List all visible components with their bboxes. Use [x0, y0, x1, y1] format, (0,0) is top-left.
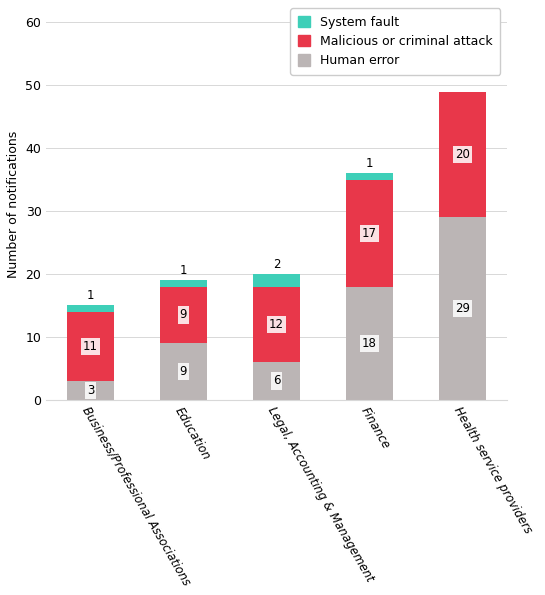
Bar: [439, 217, 486, 400]
Bar: [439, 92, 486, 217]
Bar: [253, 287, 300, 362]
Bar: [346, 173, 392, 180]
Text: 1: 1: [87, 289, 94, 302]
Bar: [160, 280, 207, 287]
Text: 1: 1: [366, 157, 373, 170]
Text: 12: 12: [269, 318, 284, 331]
Text: 20: 20: [455, 148, 470, 161]
Text: 17: 17: [362, 227, 377, 240]
Text: 18: 18: [362, 337, 377, 350]
Bar: [160, 343, 207, 400]
Bar: [253, 362, 300, 400]
Text: 3: 3: [87, 384, 94, 397]
Text: 2: 2: [272, 258, 280, 271]
Bar: [67, 312, 114, 381]
Text: 1: 1: [180, 264, 187, 277]
Text: 29: 29: [455, 302, 470, 315]
Bar: [67, 381, 114, 400]
Text: 9: 9: [180, 365, 187, 378]
Y-axis label: Number of notifications: Number of notifications: [7, 131, 20, 278]
Bar: [160, 287, 207, 343]
Bar: [346, 180, 392, 287]
Text: 6: 6: [272, 374, 280, 387]
Bar: [67, 305, 114, 312]
Bar: [253, 274, 300, 287]
Text: 11: 11: [83, 340, 98, 353]
Bar: [346, 287, 392, 400]
Legend: System fault, Malicious or criminal attack, Human error: System fault, Malicious or criminal atta…: [290, 8, 500, 75]
Text: 9: 9: [180, 308, 187, 321]
